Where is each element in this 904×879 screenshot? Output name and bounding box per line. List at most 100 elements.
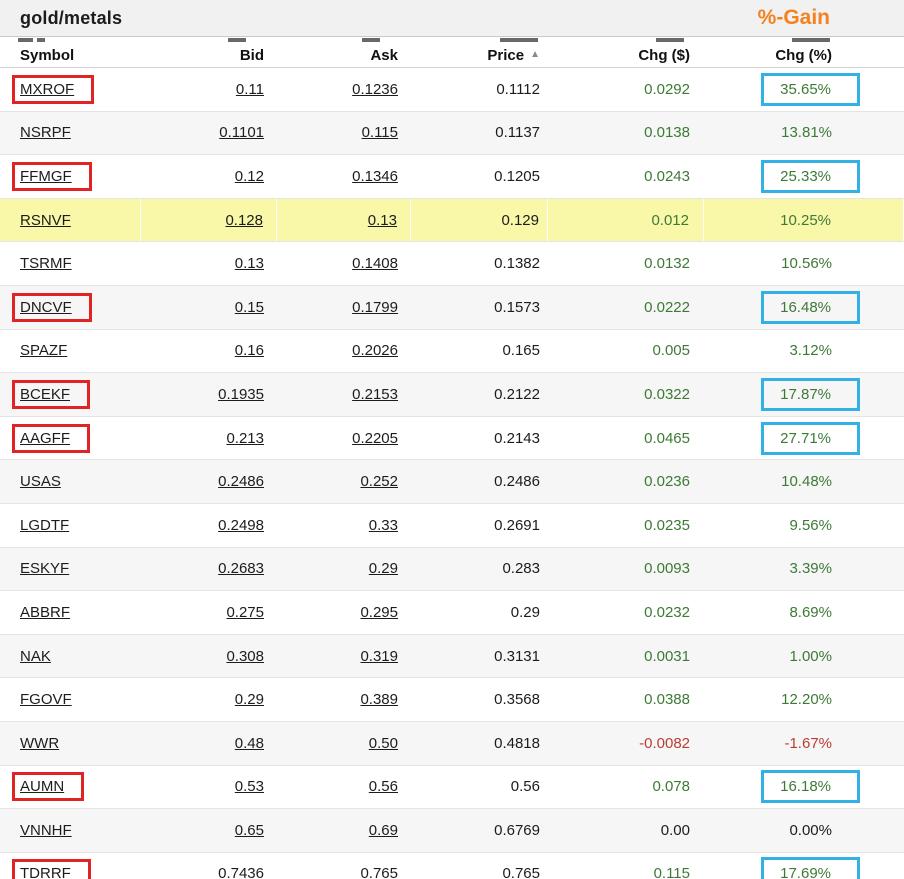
ask-link[interactable]: 0.50 <box>368 734 398 752</box>
bid-link[interactable]: 0.2683 <box>218 560 264 578</box>
column-header-bid[interactable]: Bid <box>239 47 264 64</box>
symbol-link[interactable]: MXROF <box>12 74 95 104</box>
ask-link[interactable]: 0.2026 <box>352 342 398 360</box>
symbol-link[interactable]: TDRRF <box>12 859 91 879</box>
bid-link[interactable]: 0.1101 <box>219 124 264 142</box>
symbol-link[interactable]: ABBRF <box>20 603 71 621</box>
ask-link[interactable]: 0.765 <box>360 865 398 879</box>
table-body: MXROF 0.11 0.1236 0.1112 0.0292 35.65% N… <box>0 68 904 879</box>
bid-link[interactable]: 0.213 <box>226 429 264 447</box>
price-value: 0.1137 <box>495 124 540 142</box>
bid-link[interactable]: 0.1935 <box>218 385 264 403</box>
ask-link[interactable]: 0.1236 <box>352 80 398 98</box>
symbol-link[interactable]: AUMN <box>12 772 85 802</box>
ask-link[interactable]: 0.2153 <box>352 385 398 403</box>
ask-link[interactable]: 0.1408 <box>352 255 398 273</box>
column-header-chg-percent[interactable]: Chg (%) <box>775 47 832 64</box>
symbol-link[interactable]: BCEKF <box>12 379 91 409</box>
table-row: MXROF 0.11 0.1236 0.1112 0.0292 35.65% <box>0 68 904 112</box>
chg-percent-value: 35.65% <box>761 72 860 106</box>
price-value: 0.3568 <box>494 691 540 709</box>
bid-link[interactable]: 0.65 <box>234 821 264 839</box>
bid-link[interactable]: 0.12 <box>234 167 264 185</box>
price-value: 0.1205 <box>494 167 540 185</box>
price-value: 0.1573 <box>494 298 540 316</box>
bid-link[interactable]: 0.15 <box>234 298 264 316</box>
bid-link[interactable]: 0.275 <box>226 603 264 621</box>
ask-link[interactable]: 0.319 <box>360 647 398 665</box>
chg-percent-value: 10.25% <box>780 211 831 229</box>
price-value: 0.2486 <box>494 473 540 491</box>
ask-link[interactable]: 0.1346 <box>352 167 398 185</box>
ask-link[interactable]: 0.13 <box>367 211 397 229</box>
symbol-link[interactable]: AAGFF <box>12 423 91 453</box>
price-value: 0.765 <box>502 865 540 879</box>
bid-link[interactable]: 0.13 <box>234 255 264 273</box>
symbol-link[interactable]: ESKYF <box>20 560 70 578</box>
chg-dollar-value: 0.0388 <box>644 691 690 709</box>
chg-percent-value: 1.00% <box>789 647 832 665</box>
column-header-price[interactable]: Price ▲ <box>411 44 548 67</box>
table-row: TDRRF 0.7436 0.765 0.765 0.115 17.69% <box>0 852 904 879</box>
symbol-link[interactable]: VNNHF <box>20 821 72 839</box>
symbol-link[interactable]: FFMGF <box>12 161 92 191</box>
table-row: NSRPF 0.1101 0.115 0.1137 0.0138 13.81% <box>0 111 904 156</box>
price-value: 0.2691 <box>494 516 540 534</box>
chg-percent-value: 17.87% <box>761 377 860 411</box>
bid-link[interactable]: 0.7436 <box>218 865 264 879</box>
chg-dollar-value: 0.00 <box>660 821 690 839</box>
ask-link[interactable]: 0.2205 <box>352 429 398 447</box>
symbol-link[interactable]: DNCVF <box>12 292 92 322</box>
percent-gain-label: %-Gain <box>757 6 830 29</box>
price-value: 0.1382 <box>494 255 540 273</box>
price-value: 0.129 <box>501 211 539 229</box>
symbol-link[interactable]: TSRMF <box>20 255 72 273</box>
ask-link[interactable]: 0.33 <box>368 516 398 534</box>
bid-link[interactable]: 0.308 <box>226 647 264 665</box>
table-row: USAS 0.2486 0.252 0.2486 0.0236 10.48% <box>0 460 904 504</box>
symbol-link[interactable]: SPAZF <box>20 342 68 360</box>
ask-link[interactable]: 0.29 <box>368 560 398 578</box>
symbol-link[interactable]: LGDTF <box>20 516 70 534</box>
table-row: FGOVF 0.29 0.389 0.3568 0.0388 12.20% <box>0 678 904 722</box>
bid-link[interactable]: 0.128 <box>225 211 263 229</box>
table-row: ABBRF 0.275 0.295 0.29 0.0232 8.69% <box>0 591 904 635</box>
chg-dollar-value: 0.0222 <box>644 298 690 316</box>
ask-link[interactable]: 0.56 <box>368 778 398 796</box>
bid-link[interactable]: 0.11 <box>235 80 264 98</box>
column-header-chg-dollar[interactable]: Chg ($) <box>638 47 690 64</box>
bid-link[interactable]: 0.2486 <box>218 473 264 491</box>
clipped-text-fragment <box>37 38 45 42</box>
symbol-link[interactable]: FGOVF <box>20 691 72 709</box>
symbol-link[interactable]: NSRPF <box>20 124 71 142</box>
ask-link[interactable]: 0.115 <box>361 124 398 142</box>
price-value: 0.2143 <box>494 429 540 447</box>
ask-link[interactable]: 0.389 <box>360 691 398 709</box>
column-header-symbol[interactable]: Symbol <box>20 47 75 64</box>
symbol-link[interactable]: USAS <box>20 473 61 491</box>
bid-link[interactable]: 0.48 <box>234 734 264 752</box>
ask-link[interactable]: 0.1799 <box>352 298 398 316</box>
bid-link[interactable]: 0.2498 <box>218 516 264 534</box>
chg-dollar-value: 0.0031 <box>644 647 690 665</box>
column-header-ask[interactable]: Ask <box>370 47 398 64</box>
price-value: 0.6769 <box>494 821 540 839</box>
header-bar: gold/metals %-Gain <box>0 0 904 37</box>
bid-link[interactable]: 0.29 <box>234 691 264 709</box>
ask-link[interactable]: 0.252 <box>360 473 398 491</box>
ask-link[interactable]: 0.295 <box>360 603 398 621</box>
table-row: DNCVF 0.15 0.1799 0.1573 0.0222 16.48% <box>0 285 904 330</box>
chg-dollar-value: 0.0322 <box>644 385 690 403</box>
chg-percent-value: 16.48% <box>761 290 860 324</box>
chg-percent-value: 8.69% <box>789 603 832 621</box>
clipped-text-fragment <box>18 38 33 42</box>
page-title: gold/metals <box>20 7 123 28</box>
symbol-link[interactable]: NAK <box>20 647 51 665</box>
chg-dollar-value: 0.0236 <box>644 473 690 491</box>
symbol-link[interactable]: WWR <box>20 734 60 752</box>
symbol-link[interactable]: RSNVF <box>20 211 71 229</box>
bid-link[interactable]: 0.53 <box>234 778 264 796</box>
chg-percent-value: 13.81% <box>781 124 832 142</box>
ask-link[interactable]: 0.69 <box>368 821 398 839</box>
bid-link[interactable]: 0.16 <box>234 342 264 360</box>
